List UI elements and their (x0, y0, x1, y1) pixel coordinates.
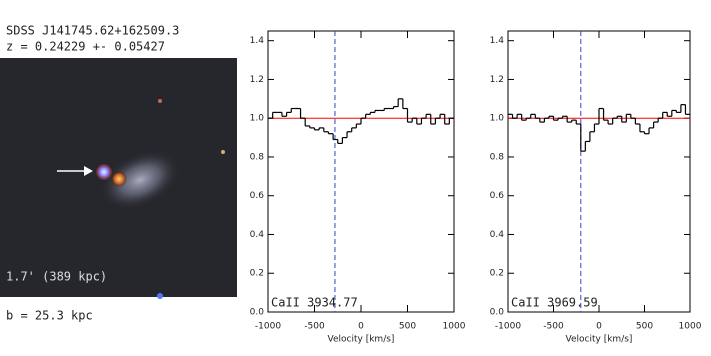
scale-label: 1.7' (389 kpc) (6, 270, 107, 284)
ion-label: CaII 3969.59 (511, 296, 598, 310)
x-tick-label: 0 (358, 322, 364, 332)
x-axis-label: Velocity [km/s] (328, 335, 395, 345)
y-tick-label: 0.0 (250, 308, 265, 318)
y-tick-label: 0.8 (490, 152, 505, 162)
y-tick-label: 1.4 (250, 36, 265, 46)
impact-parameter: b = 25.3 kpc (6, 309, 93, 323)
y-tick-label: 1.0 (250, 114, 265, 124)
redshift: z = 0.24229 +- 0.05427 (6, 40, 165, 54)
y-tick-label: 1.4 (490, 36, 505, 46)
y-tick-label: 0.0 (490, 308, 505, 318)
x-tick-label: -500 (304, 322, 325, 332)
x-tick-label: -1000 (495, 322, 521, 332)
y-tick-label: 0.6 (490, 191, 505, 201)
x-tick-label: 500 (399, 322, 416, 332)
y-tick-label: 1.2 (250, 75, 264, 85)
plot-frame (507, 30, 691, 313)
y-tick-label: 1.2 (490, 75, 504, 85)
x-tick-label: -500 (543, 322, 564, 332)
plot-frame (267, 30, 455, 313)
y-tick-label: 0.2 (250, 269, 264, 279)
x-tick-label: 1000 (443, 322, 466, 332)
x-tick-label: -1000 (255, 322, 281, 332)
x-axis-label: Velocity [km/s] (566, 335, 633, 345)
y-tick-label: 0.4 (250, 230, 265, 240)
sky-image: 1.7' (389 kpc) (0, 58, 237, 299)
y-tick-label: 0.6 (250, 191, 265, 201)
x-tick-label: 0 (596, 322, 602, 332)
y-tick-label: 1.0 (490, 114, 505, 124)
x-tick-label: 1000 (679, 322, 702, 332)
y-tick-label: 0.4 (490, 230, 505, 240)
y-tick-label: 0.8 (250, 152, 265, 162)
object-name: SDSS J141745.62+162509.3 (6, 24, 179, 38)
y-tick-label: 0.2 (490, 269, 504, 279)
ion-label: CaII 3934.77 (271, 296, 358, 310)
x-tick-label: 500 (636, 322, 653, 332)
